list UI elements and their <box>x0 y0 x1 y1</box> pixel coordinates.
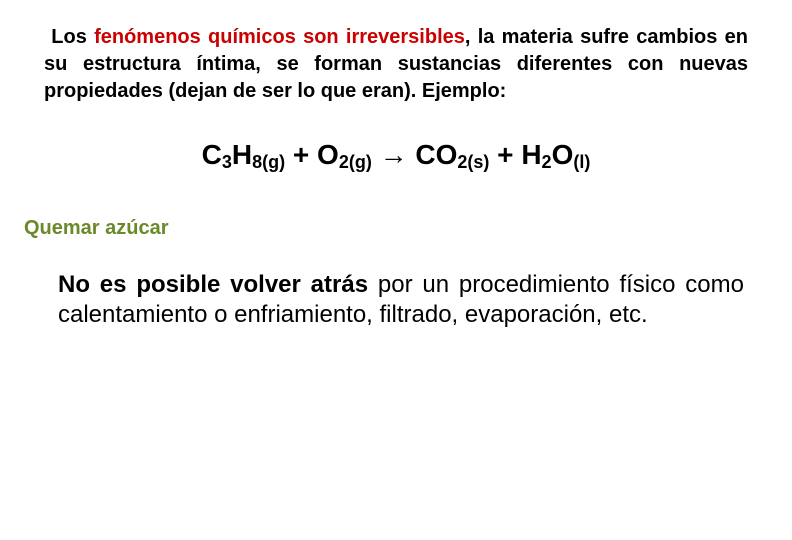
eq-arrow: → CO <box>372 139 458 170</box>
eq-s2: 8(g) <box>252 152 285 172</box>
section-label: Quemar azúcar <box>24 217 748 240</box>
eq-c3: O <box>552 139 574 170</box>
intro-paragraph: Los fenómenos químicos son irreversibles… <box>44 24 748 105</box>
eq-plus1: + O <box>285 139 339 170</box>
conclusion-paragraph: No es posible volver atrás por un proced… <box>44 270 748 330</box>
intro-highlight: fenómenos químicos son irreversibles <box>94 26 465 48</box>
eq-s1: 3 <box>222 152 232 172</box>
conclusion-bold: No es posible volver atrás <box>58 271 368 298</box>
eq-s3: 2(g) <box>339 152 372 172</box>
eq-c1: C <box>202 139 222 170</box>
eq-plus2: + H <box>489 139 541 170</box>
intro-text-1: Los <box>51 26 94 48</box>
eq-s4: 2(s) <box>457 152 489 172</box>
eq-c2: H <box>232 139 252 170</box>
eq-s6: (l) <box>573 152 590 172</box>
eq-s5: 2 <box>542 152 552 172</box>
chemical-equation: C3H8(g) + O2(g) → CO2(s) + H2O(l) <box>44 139 748 173</box>
